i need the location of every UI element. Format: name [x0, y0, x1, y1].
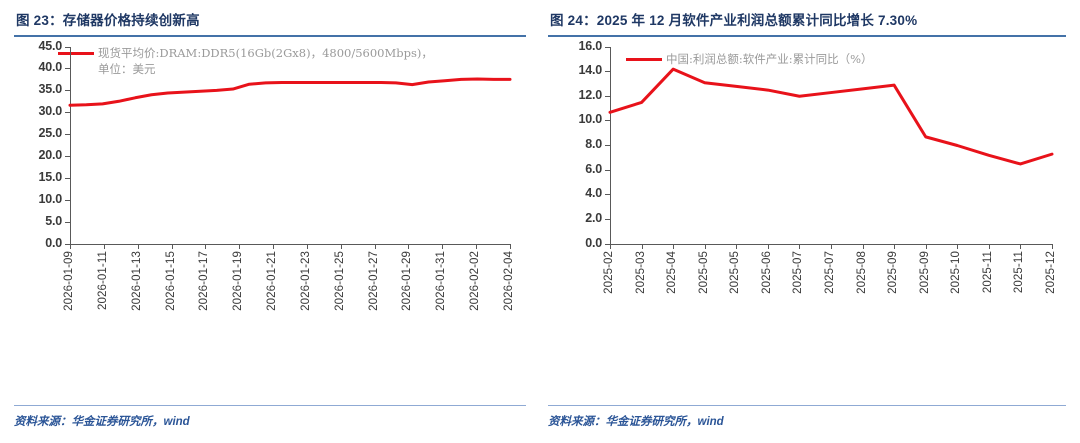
x-axis-tick	[957, 243, 959, 249]
chart-area-24: 中国:利润总额:软件产业:累计同比（%） 16.0 14.0 12.0 10.0 8.0…	[548, 37, 1066, 367]
x-axis-tick	[767, 243, 769, 249]
title-divider-23	[14, 35, 526, 37]
y-axis-tick	[605, 95, 610, 97]
source-note-24: 资料来源：华金证券研究所，wind	[548, 416, 724, 428]
x-axis-tick	[103, 243, 105, 249]
x-axis-tick	[306, 243, 308, 249]
y-axis-tick	[605, 145, 610, 147]
chart-area-23: 现货平均价:DRAM:DDR5(16Gb(2Gx8)，4800/5600Mbps…	[14, 37, 526, 367]
figure-title-24: 图 24：2025 年 12 月软件产业利润总额累计同比增长 7.30%	[550, 13, 918, 28]
x-axis-line	[70, 243, 510, 245]
x-axis-tick	[704, 243, 706, 249]
x-axis-tick	[374, 243, 376, 249]
x-axis-tick	[673, 243, 675, 249]
y-axis-tick	[65, 46, 70, 48]
x-axis-tick	[442, 243, 444, 249]
x-axis-tick	[894, 243, 896, 249]
legend-label-24: 中国:利润总额:软件产业:累计同比（%）	[666, 51, 873, 66]
legend-label-23: 现货平均价:DRAM:DDR5(16Gb(2Gx8)，4800/5600Mbps…	[98, 45, 433, 77]
chart-legend-24: 中国:利润总额:软件产业:累计同比（%）	[626, 51, 873, 68]
x-axis-tick	[862, 243, 864, 249]
y-axis-line	[610, 46, 612, 244]
x-axis-tick	[205, 243, 207, 249]
y-axis-tick	[605, 120, 610, 122]
title-divider-24	[548, 35, 1066, 37]
x-axis-tick	[1020, 243, 1022, 249]
x-axis-tick	[1052, 243, 1053, 249]
y-axis-tick	[65, 90, 70, 92]
y-axis-label: 12.0	[578, 87, 602, 102]
y-axis-label: 45.0	[38, 38, 62, 53]
x-axis-tick	[641, 243, 643, 249]
figure-footer-24: 资料来源：华金证券研究所，wind	[548, 404, 1066, 429]
y-axis-tick	[65, 134, 70, 136]
x-axis-tick	[925, 243, 927, 249]
x-axis-tick	[831, 243, 832, 249]
y-axis-tick	[605, 194, 610, 196]
chart-legend-23: 现货平均价:DRAM:DDR5(16Gb(2Gx8)，4800/5600Mbps…	[58, 45, 433, 78]
y-axis-label: 25.0	[38, 126, 62, 141]
legend-line-swatch-icon	[58, 51, 94, 55]
y-axis-label: 10.0	[578, 112, 602, 127]
y-axis-label: 30.0	[38, 104, 62, 119]
y-axis-tick	[65, 112, 70, 114]
y-axis-tick	[65, 199, 70, 201]
x-axis-tick	[610, 243, 611, 249]
x-axis-tick	[736, 243, 738, 249]
y-axis-tick	[65, 177, 70, 179]
y-axis-tick	[65, 243, 70, 245]
y-axis-label: 10.0	[38, 191, 62, 206]
y-axis-label: 5.0	[45, 213, 62, 228]
y-axis-label: 6.0	[585, 161, 602, 176]
figure-panel-23: 图 23：存储器价格持续创新高 现货平均价:DRAM:DDR5(16Gb(2Gx…	[14, 13, 526, 429]
y-axis-line	[70, 46, 72, 244]
x-axis-tick	[239, 243, 241, 249]
y-axis-tick	[605, 46, 610, 48]
footer-divider-23	[14, 404, 526, 406]
figure-panel-24: 图 24：2025 年 12 月软件产业利润总额累计同比增长 7.30% 中国:…	[540, 0, 1080, 443]
y-axis-tick	[605, 218, 610, 220]
y-axis-label: 0.0	[45, 235, 62, 250]
data-series-line	[68, 77, 512, 107]
x-axis-tick	[70, 243, 71, 249]
y-axis-label: 2.0	[585, 210, 602, 225]
x-axis-tick	[476, 243, 478, 249]
y-axis-tick	[65, 68, 70, 70]
y-axis-tick	[605, 243, 610, 245]
y-axis-tick	[65, 156, 70, 158]
x-axis-tick	[171, 243, 173, 249]
y-axis-label: 40.0	[38, 60, 62, 75]
figure-title-23: 图 23：存储器价格持续创新高	[16, 13, 200, 28]
figure-footer-23: 资料来源：华金证券研究所，wind	[14, 404, 526, 429]
x-axis-tick	[273, 243, 275, 249]
y-axis-label: 20.0	[38, 148, 62, 163]
x-axis-tick	[988, 243, 990, 249]
y-axis-label: 35.0	[38, 82, 62, 97]
y-axis-tick	[65, 221, 70, 223]
y-axis-label: 15.0	[38, 169, 62, 184]
x-axis-tick	[408, 243, 410, 249]
series-canvas	[608, 67, 1054, 166]
y-axis-label: 0.0	[585, 235, 602, 250]
y-axis-label: 14.0	[578, 63, 602, 78]
x-axis-tick	[510, 243, 511, 249]
footer-divider-24	[548, 404, 1066, 406]
y-axis-tick	[605, 71, 610, 73]
source-note-23: 资料来源：华金证券研究所，wind	[14, 416, 190, 428]
legend-line-swatch-icon	[626, 57, 662, 61]
y-axis-label: 16.0	[578, 38, 602, 53]
data-series-line	[608, 67, 1054, 166]
y-axis-tick	[605, 169, 610, 171]
x-axis-tick	[137, 243, 139, 249]
x-axis-tick	[340, 243, 342, 249]
y-axis-label: 8.0	[585, 137, 602, 152]
x-axis-tick	[799, 243, 801, 249]
y-axis-label: 4.0	[585, 186, 602, 201]
series-canvas	[68, 77, 512, 107]
